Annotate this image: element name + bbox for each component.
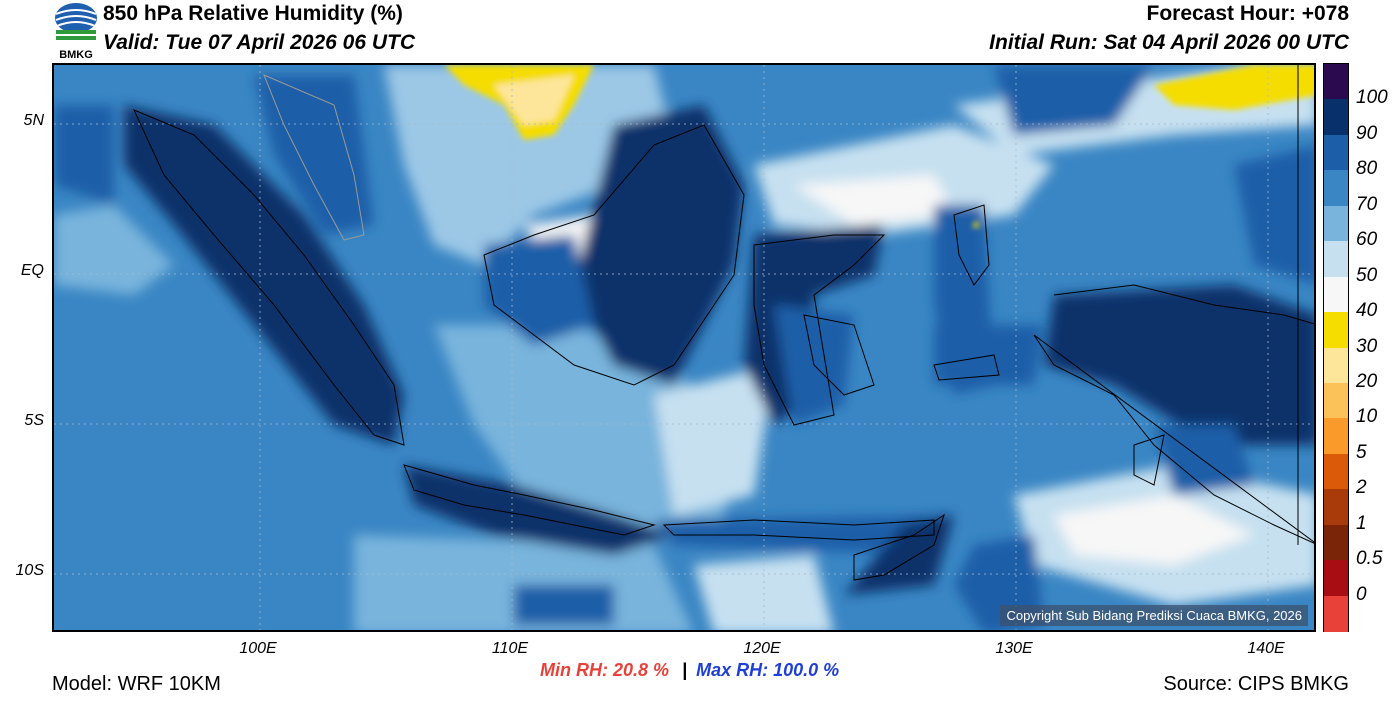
model-label: Model: WRF 10KM: [52, 673, 221, 695]
logo-text: BMKG: [59, 49, 93, 60]
rh-separator: |: [682, 660, 688, 680]
lat-label-eq: EQ: [20, 262, 44, 279]
map-title: 850 hPa Relative Humidity (%): [103, 2, 403, 25]
valid-time: Valid: Tue 07 April 2026 06 UTC: [103, 31, 416, 54]
lon-label-130e: 130E: [995, 640, 1033, 657]
initial-run: Initial Run: Sat 04 April 2026 00 UTC: [989, 31, 1349, 54]
source-label: Source: CIPS BMKG: [1163, 673, 1349, 695]
colorbar-label: 2: [1356, 477, 1367, 499]
colorbar-label: 5: [1356, 441, 1367, 463]
colorbar-label: 60: [1356, 229, 1378, 251]
colorbar-label: 90: [1356, 122, 1378, 144]
rh-range: Min RH: 20.8 % | Max RH: 100.0 %: [540, 660, 839, 681]
lon-label-110e: 110E: [491, 640, 529, 657]
colorbar-swatch: [1324, 347, 1348, 384]
colorbar-swatch: [1324, 276, 1348, 313]
copyright-notice: Copyright Sub Bidang Prediksi Cuaca BMKG…: [1000, 605, 1308, 626]
colorbar-swatch: [1324, 134, 1348, 171]
colorbar-label: 1: [1356, 512, 1367, 534]
humidity-field: [54, 65, 1314, 630]
colorbar-swatch: [1324, 524, 1348, 561]
colorbar-label: 20: [1356, 370, 1378, 392]
colorbar: [1323, 63, 1349, 632]
humidity-map[interactable]: Copyright Sub Bidang Prediksi Cuaca BMKG…: [52, 63, 1316, 632]
lon-label-100e: 100E: [239, 640, 277, 657]
forecast-hour: Forecast Hour: +078: [1146, 2, 1350, 25]
colorbar-label: 40: [1356, 300, 1378, 322]
colorbar-swatch: [1324, 64, 1348, 100]
min-rh: Min RH: 20.8 %: [540, 660, 670, 680]
colorbar-label: 0: [1356, 583, 1367, 605]
colorbar-swatch: [1324, 453, 1348, 490]
lon-label-140e: 140E: [1247, 640, 1285, 657]
colorbar-swatch: [1324, 170, 1348, 207]
lat-label-10s: 10S: [15, 562, 44, 579]
colorbar-label: 80: [1356, 158, 1378, 180]
colorbar-swatch: [1324, 595, 1348, 632]
colorbar-label: 70: [1356, 193, 1378, 215]
lat-label-5n: 5N: [23, 112, 44, 129]
colorbar-label: 10: [1356, 406, 1378, 428]
colorbar-label: 50: [1356, 264, 1378, 286]
lat-label-5s: 5S: [24, 412, 44, 429]
colorbar-label: 100: [1356, 87, 1388, 109]
bmkg-logo: BMKG: [52, 2, 100, 61]
colorbar-label: 0.5: [1356, 548, 1383, 570]
colorbar-swatch: [1324, 418, 1348, 455]
colorbar-swatch: [1324, 382, 1348, 419]
colorbar-swatch: [1324, 205, 1348, 242]
colorbar-swatch: [1324, 99, 1348, 136]
colorbar-swatch: [1324, 312, 1348, 348]
lon-label-120e: 120E: [743, 640, 781, 657]
colorbar-label: 30: [1356, 335, 1378, 357]
max-rh: Max RH: 100.0 %: [696, 660, 840, 680]
colorbar-swatch: [1324, 241, 1348, 278]
colorbar-swatch: [1324, 560, 1348, 597]
colorbar-swatch: [1324, 489, 1348, 526]
